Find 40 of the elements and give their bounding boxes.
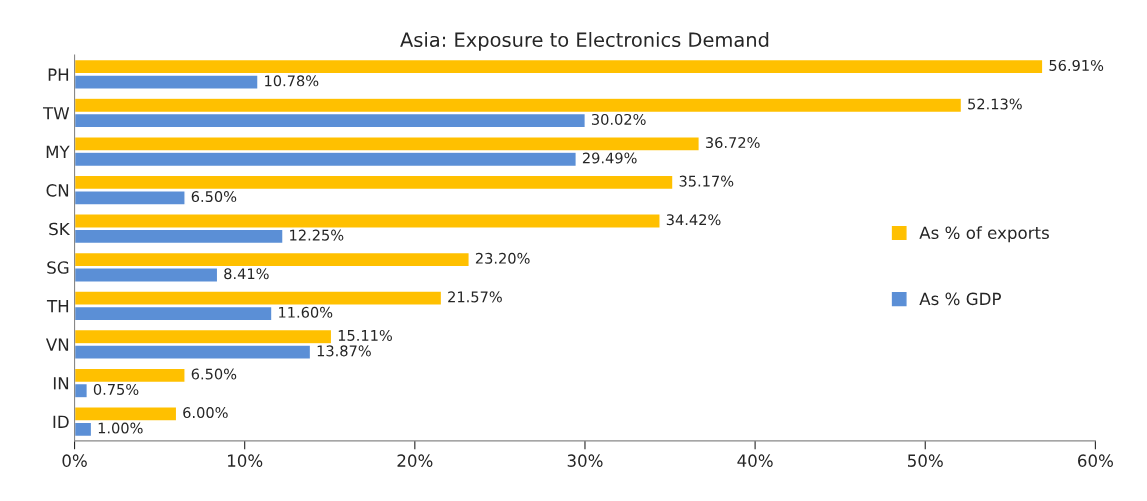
data-label: 15.11% — [338, 329, 392, 341]
x-tick-label: 50% — [908, 454, 943, 467]
y-tick-label: TH — [46, 300, 69, 313]
data-label: 6.00% — [183, 407, 228, 419]
data-label: 1.00% — [98, 422, 143, 434]
data-label: 10.78% — [265, 75, 319, 87]
data-label: 35.17% — [679, 175, 734, 187]
x-tick-label: 10% — [228, 454, 263, 467]
data-label: 23.20% — [475, 252, 530, 264]
data-label: 13.87% — [317, 345, 371, 357]
y-tick-label: IN — [53, 377, 69, 390]
y-tick-label: MY — [46, 145, 70, 158]
data-label: 8.41% — [224, 268, 269, 280]
x-tick-label: 0% — [62, 454, 87, 467]
data-label: 6.50% — [191, 191, 237, 203]
chart-title: Asia: Exposure to Electronics Demand — [400, 32, 769, 51]
x-tick-label: 60% — [1078, 454, 1113, 467]
y-tick-label: TW — [42, 107, 70, 120]
y-tick-label: SK — [49, 222, 71, 236]
y-tick-label: ID — [53, 415, 69, 428]
x-tick-label: 30% — [567, 454, 603, 467]
data-label: 34.42% — [666, 214, 721, 226]
data-label: 52.13% — [968, 98, 1022, 110]
data-label: 36.72% — [705, 137, 760, 149]
y-tick-label: VN — [45, 338, 69, 351]
x-tick-label: 40% — [737, 454, 773, 467]
data-label: 56.91% — [1049, 59, 1104, 71]
x-tick-label: 20% — [397, 454, 433, 467]
legend-label: As % GDP — [919, 292, 1001, 306]
data-label: 30.02% — [591, 113, 646, 125]
data-label: 29.49% — [582, 152, 637, 164]
y-tick-label: PH — [48, 68, 69, 81]
data-label: 12.25% — [290, 229, 344, 241]
legend-label: As % of exports — [919, 226, 1049, 243]
data-label: 6.50% — [191, 368, 237, 380]
y-tick-label: SG — [47, 261, 69, 274]
data-label: 11.60% — [279, 306, 333, 318]
data-label: 0.75% — [93, 383, 139, 395]
y-tick-label: CN — [46, 184, 69, 197]
data-label: 21.57% — [448, 291, 502, 303]
